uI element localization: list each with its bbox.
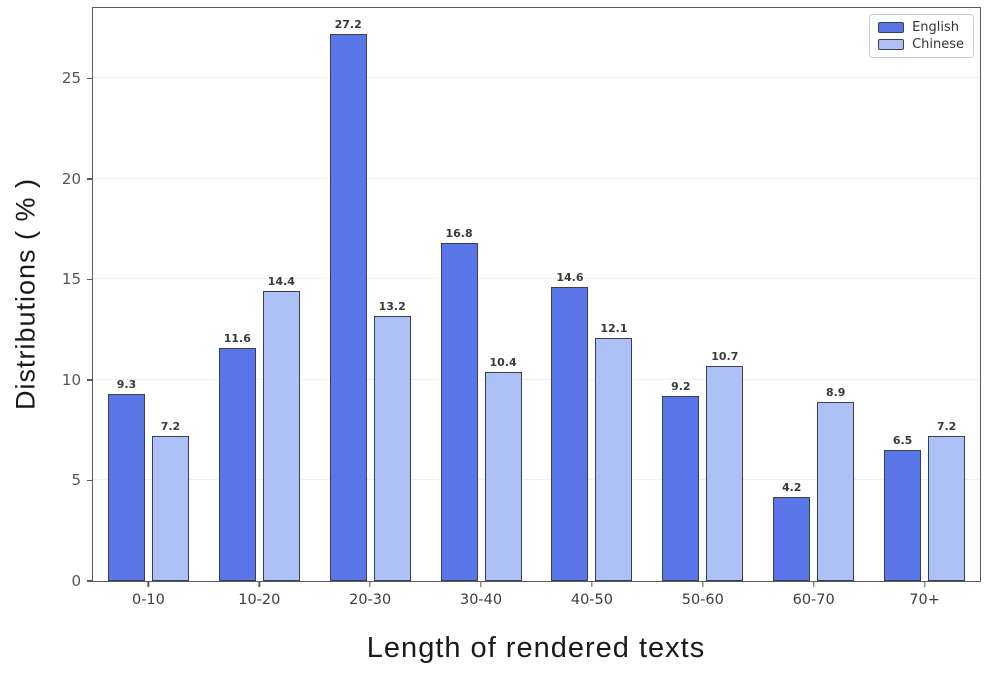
bar-value-label: 27.2 <box>334 18 362 32</box>
bar-value-label: 16.8 <box>445 227 473 241</box>
y-tick-mark-20 <box>87 178 93 180</box>
y-tick-mark-5 <box>87 479 93 482</box>
bar-value-label: 4.2 <box>781 480 802 494</box>
bar-chinese-50-60: 10.7 <box>706 350 744 581</box>
legend: English Chinese <box>869 14 974 58</box>
gridline-20 <box>93 177 980 179</box>
bar-english-70+: 6.5 <box>884 434 922 581</box>
x-tick-mark-10-20 <box>258 581 260 587</box>
x-tick-label-40-50: 40-50 <box>570 592 613 608</box>
bar-english-40-50: 14.6 <box>551 271 589 581</box>
bar-group-30-40: 16.8 10.4 <box>426 8 537 581</box>
bar-value-label: 10.7 <box>711 349 739 363</box>
bar-value-label: 10.4 <box>489 355 517 369</box>
bar-value-label: 12.1 <box>600 321 628 335</box>
x-tick-label-50-60: 50-60 <box>681 592 724 608</box>
y-tick-label-15: 15 <box>61 270 81 289</box>
x-tick-mark-0-10 <box>147 581 150 587</box>
x-tick-label-60-70: 60-70 <box>792 592 835 608</box>
x-tick-label-0-10: 0-10 <box>131 592 165 608</box>
x-tick-label-30-40: 30-40 <box>459 592 503 608</box>
bar-groups: 9.3 7.2 11.6 14.4 27.2 13.2 16.8 10.4 14.6 12.1 9.… <box>93 8 980 581</box>
gridline-15 <box>93 278 980 280</box>
gridline-25 <box>93 77 980 79</box>
x-tick-label-70+: 70+ <box>909 592 940 608</box>
legend-label-chinese: Chinese <box>912 37 964 52</box>
bar-group-50-60: 9.2 10.7 <box>647 8 758 581</box>
bar-value-label: 13.2 <box>378 299 406 313</box>
y-tick-label-20: 20 <box>61 169 81 188</box>
bar-chinese-40-50: 12.1 <box>595 322 633 581</box>
bar-english-30-40: 16.8 <box>440 227 478 581</box>
legend-label-english: English <box>912 20 960 35</box>
bar-group-0-10: 9.3 7.2 <box>93 8 204 581</box>
x-axis-tick-labels: 0-10 10-20 20-30 30-40 40-50 50-60 60-70 70+ <box>93 581 980 608</box>
bar-group-70+: 6.5 7.2 <box>869 8 980 581</box>
y-tick-label-10: 10 <box>61 370 81 389</box>
bar-value-label: 8.9 <box>825 386 846 400</box>
y-axis-title: Distributions ( % ) <box>10 177 41 411</box>
y-tick-mark-0 <box>87 580 93 582</box>
bar-english-10-20: 11.6 <box>218 332 256 581</box>
y-tick-mark-25 <box>87 77 93 80</box>
gridline-10 <box>93 378 980 380</box>
legend-swatch-chinese <box>878 39 905 50</box>
bar-value-label: 9.3 <box>116 378 137 392</box>
bar-group-40-50: 14.6 12.1 <box>537 8 648 581</box>
legend-item-chinese: Chinese <box>878 38 964 51</box>
bar-group-20-30: 27.2 13.2 <box>315 8 426 581</box>
x-tick-label-10-20: 10-20 <box>238 592 281 608</box>
gridline-5 <box>93 479 980 481</box>
bar-english-60-70: 4.2 <box>773 481 811 581</box>
bar-value-label: 14.4 <box>267 275 295 289</box>
bar-value-label: 7.2 <box>936 420 957 434</box>
x-tick-mark-20-30 <box>369 581 371 587</box>
y-tick-label-25: 25 <box>61 69 81 88</box>
bar-english-20-30: 27.2 <box>329 18 367 581</box>
x-tick-label-20-30: 20-30 <box>349 592 392 608</box>
y-tick-label-5: 5 <box>71 471 81 490</box>
bar-value-label: 14.6 <box>556 271 584 285</box>
legend-swatch-english <box>878 22 905 33</box>
bar-english-50-60: 9.2 <box>662 380 700 581</box>
legend-item-english: English <box>878 21 964 34</box>
x-tick-mark-40-50 <box>591 581 593 587</box>
y-tick-label-0: 0 <box>71 572 81 590</box>
bar-chinese-70+: 7.2 <box>928 420 966 581</box>
bar-group-10-20: 11.6 14.4 <box>204 8 315 581</box>
bar-chinese-60-70: 8.9 <box>817 386 855 581</box>
x-tick-mark-30-40 <box>480 581 482 587</box>
bar-chinese-20-30: 13.2 <box>373 300 411 581</box>
bar-value-label: 9.2 <box>671 380 691 394</box>
x-axis-title: Length of rendered texts <box>366 632 706 664</box>
bar-chinese-10-20: 14.4 <box>262 275 300 581</box>
bar-chinese-0-10: 7.2 <box>151 420 189 581</box>
bar-english-0-10: 9.3 <box>107 378 145 581</box>
bar-value-label: 7.2 <box>160 420 181 434</box>
plot-area: 0 5 10 15 20 25 9.3 7.2 11.6 14.4 27.2 13.2 16.8 10.… <box>62 7 981 608</box>
bar-group-60-70: 4.2 8.9 <box>758 8 869 581</box>
bar-value-label: 11.6 <box>223 331 251 345</box>
x-tick-mark-70+ <box>923 581 926 587</box>
bar-chinese-30-40: 10.4 <box>484 356 522 581</box>
y-tick-mark-15 <box>87 278 93 281</box>
x-tick-mark-50-60 <box>702 581 704 587</box>
x-tick-mark-60-70 <box>813 581 815 587</box>
bar-value-label: 6.5 <box>892 434 913 448</box>
y-tick-mark-10 <box>87 379 93 381</box>
